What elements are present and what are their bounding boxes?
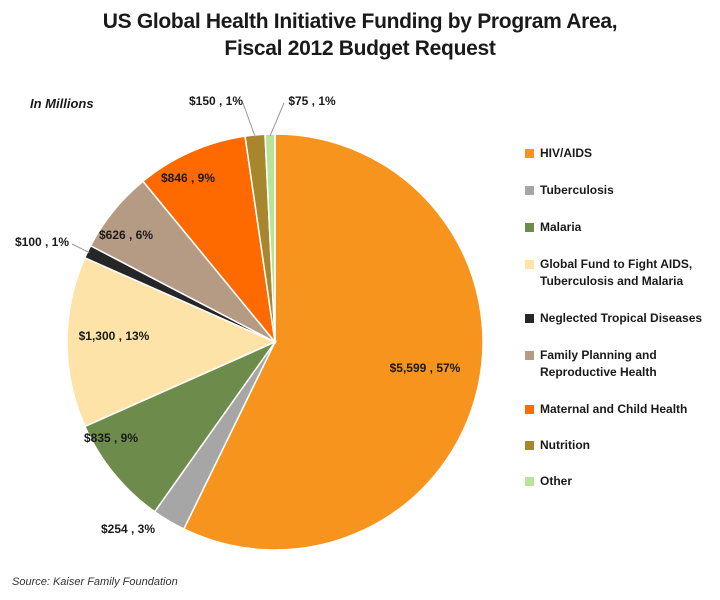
legend-label: HIV/AIDS [540, 146, 593, 160]
legend-item: Other [525, 473, 572, 490]
chart-title-line-2: Fiscal 2012 Budget Request [224, 37, 496, 60]
legend-item: HIV/AIDS [525, 145, 592, 162]
legend-item: Nutrition [525, 437, 590, 454]
pie-slice-malaria [83, 340, 278, 513]
legend-swatch [525, 260, 534, 269]
legend-label: Family Planning and Reproductive Health [540, 348, 657, 379]
legend-swatch [525, 351, 534, 360]
pie-slice-global-fund-to-fight-aids [66, 256, 277, 428]
legend-item: Malaria [525, 219, 581, 236]
legend-item: Neglected Tropical Diseases [525, 310, 702, 327]
chart-title-line-1: US Global Health Initiative Funding by P… [102, 10, 618, 33]
slice-data-label: $100 , 1% [15, 235, 69, 249]
legend-swatch [525, 314, 534, 323]
slice-data-label: $835 , 9% [84, 431, 138, 445]
leader-line [242, 102, 256, 138]
legend-label: Malaria [540, 220, 582, 234]
legend-swatch [525, 186, 534, 195]
slice-data-label: $150 , 1% [189, 94, 243, 108]
legend-swatch [525, 405, 534, 414]
slice-data-label: $846 , 9% [161, 171, 215, 185]
slice-data-label: $1,300 , 13% [79, 329, 150, 343]
legend-swatch [525, 223, 534, 232]
legend-swatch [525, 477, 534, 486]
legend-item: Global Fund to Fight AIDS, Tuberculosis … [525, 256, 692, 290]
source-note: Source: Kaiser Family Foundation [12, 576, 178, 588]
legend-item: Family Planning and Reproductive Health [525, 347, 657, 381]
slice-data-label: $626 , 6% [99, 228, 153, 242]
legend-label: Other [540, 474, 573, 488]
legend-label: Maternal and Child Health [540, 402, 688, 416]
slice-data-label: $75 , 1% [288, 94, 336, 108]
pie-slice-maternal-and-child-health [141, 135, 277, 345]
legend-swatch [525, 441, 534, 450]
slice-data-label: $5,599 , 57% [390, 361, 461, 375]
pie-slice-hiv-aids [182, 133, 484, 551]
leader-line [269, 102, 285, 137]
legend-label: Nutrition [540, 438, 590, 452]
legend-label: Tuberculosis [540, 183, 614, 197]
legend-item: Maternal and Child Health [525, 401, 687, 418]
pie-slice-other [264, 133, 276, 343]
slice-data-label: $254 , 3% [101, 522, 155, 536]
legend-item: Tuberculosis [525, 182, 614, 199]
legend-label: Global Fund to Fight AIDS, Tuberculosis … [540, 257, 693, 288]
legend-swatch [525, 149, 534, 158]
chart-title: US Global Health Initiative Funding by P… [0, 8, 720, 62]
legend-label: Neglected Tropical Diseases [540, 311, 703, 325]
units-note: In Millions [30, 96, 94, 111]
leader-line [71, 243, 90, 254]
